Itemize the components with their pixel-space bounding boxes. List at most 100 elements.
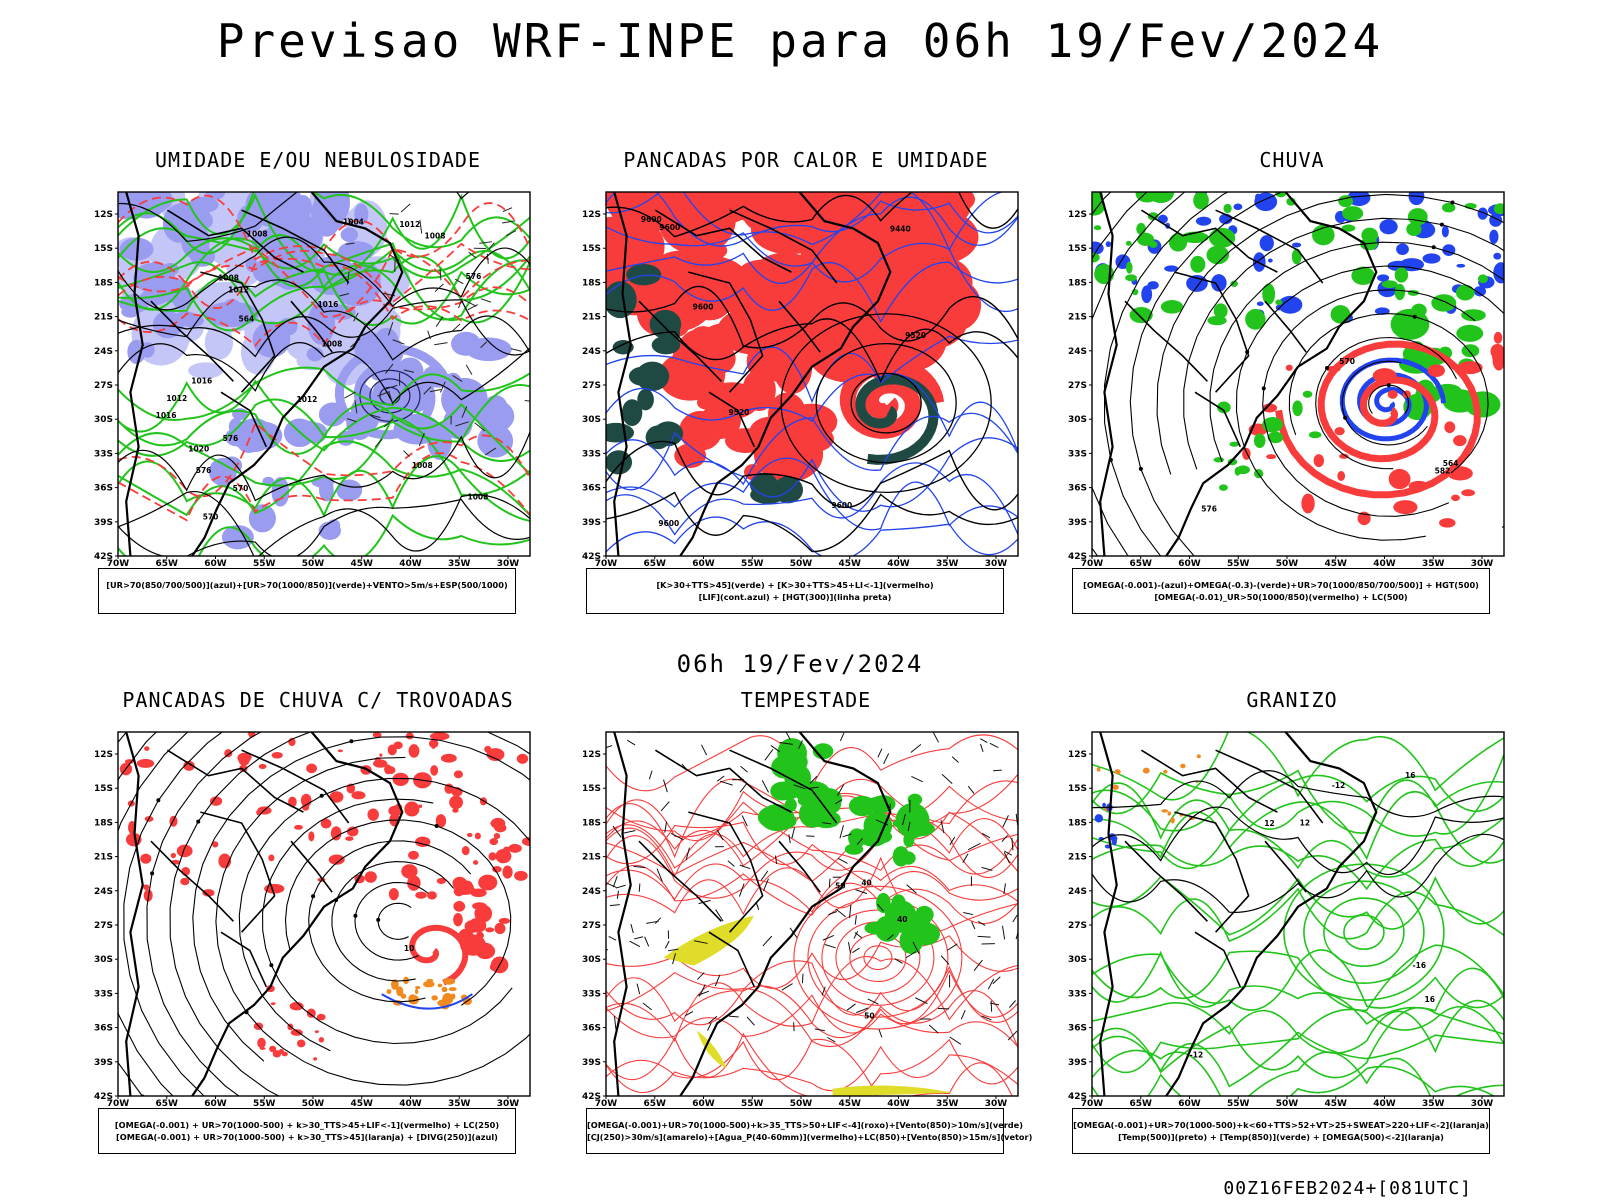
lat-tick-label: 39S: [94, 518, 113, 528]
contour-line: [606, 1032, 1018, 1096]
panel-title: CHUVA: [1259, 148, 1325, 172]
wind-vector: [1001, 834, 1008, 843]
field-patch: [626, 263, 662, 286]
field-patch: [351, 791, 366, 800]
valid-time-label: 06h 19/Fev/2024: [676, 650, 924, 678]
contour-line: [118, 498, 530, 556]
wind-vector: [339, 293, 350, 297]
wind-vector: [739, 864, 751, 870]
legend-line: [OMEGA(-0.001)-(azul)+OMEGA(-0.3)-(verde…: [1083, 580, 1479, 590]
field-patch: [1337, 471, 1346, 482]
legend-line: [OMEGA(-0.001) + UR>70(1000-500) + k>30_…: [114, 1120, 500, 1130]
field-patch: [176, 844, 193, 858]
wind-vector: [821, 986, 826, 996]
lon-tick-label: 50W: [790, 1099, 813, 1109]
field-patch: [1347, 192, 1371, 206]
field-patch: [876, 892, 891, 914]
isobar-ring: [780, 313, 992, 494]
field-patch: [490, 821, 495, 825]
contour-line: [606, 863, 1018, 913]
wind-vector: [612, 875, 618, 888]
field-patch: [1447, 466, 1473, 481]
panel-tempestade: TEMPESTADE 50 50 40 40 12S 15S 18S 21S 24S 27S 30S…: [566, 688, 1046, 1178]
panel-title: UMIDADE E/OU NEBULOSIDADE: [154, 148, 482, 172]
contour-line: [606, 864, 1018, 925]
field-patch: [1313, 454, 1325, 468]
field-patch: [188, 362, 224, 379]
lon-tick-label: 40W: [1373, 1099, 1396, 1109]
page-title: Previsao WRF-INPE para 06h 19/Fev/2024: [216, 14, 1384, 68]
contour-value-label: 9600: [693, 302, 714, 311]
map-plot: 582 576 570 564 12S 15S 18S 21S 24S 27S 30S 33S 36S 3…: [1068, 191, 1505, 569]
isobar-ring: [863, 945, 893, 971]
coastline: [1099, 192, 1118, 556]
wind-vector: [633, 865, 646, 869]
wind-vector: [877, 903, 884, 912]
field-patch: [346, 826, 359, 837]
field-patch: [1209, 227, 1236, 248]
field-patch: [437, 983, 443, 988]
panel-title: GRANIZO: [1246, 688, 1338, 712]
field-patch: [1160, 300, 1184, 314]
field-patch: [408, 850, 419, 860]
field-patch: [392, 772, 409, 786]
streamline-arrow: [99, 937, 103, 941]
lat-tick-label: 27S: [582, 381, 601, 391]
field-patch: [746, 344, 775, 379]
legend-box: [OMEGA(-0.001)-(azul)+OMEGA(-0.3)-(verde…: [1072, 568, 1490, 614]
wind-vector: [883, 753, 890, 765]
field-patch: [1374, 307, 1390, 315]
wind-vector: [915, 997, 928, 1005]
contour-line: [606, 196, 1018, 267]
contour-line: [606, 821, 1018, 901]
field-patch: [121, 306, 140, 318]
field-patch: [393, 741, 403, 750]
lon-tick-label: 55W: [1227, 559, 1250, 569]
field-patch: [874, 915, 900, 942]
wind-vector: [977, 935, 991, 938]
contour-line: [606, 994, 1018, 1048]
contour-value-label: 40: [861, 879, 871, 888]
wind-vector: [685, 847, 690, 861]
wind-vector: [648, 770, 653, 780]
state-border: [708, 931, 756, 988]
state-border: [290, 300, 333, 353]
streamline-arrow: [156, 798, 161, 803]
lat-tick-label: 42S: [1068, 552, 1087, 562]
contour-line: [118, 490, 530, 556]
lat-tick-label: 24S: [94, 887, 113, 897]
field-patch: [495, 848, 512, 864]
field-patch: [328, 854, 345, 865]
field-patch: [329, 791, 344, 803]
state-border: [290, 840, 333, 893]
contour-value-label: 1016: [156, 411, 177, 420]
wind-vector: [392, 339, 405, 345]
wind-vector: [911, 776, 923, 783]
wind-vector: [849, 904, 852, 919]
wind-vector: [383, 418, 394, 428]
contour-line: [606, 818, 1018, 899]
field-patch: [345, 836, 354, 841]
wind-vector: [464, 299, 477, 307]
field-patch: [1477, 207, 1488, 220]
lon-tick-label: 45W: [839, 1099, 862, 1109]
field-patch: [461, 845, 470, 856]
wind-vector: [989, 742, 999, 748]
contour-line: [606, 261, 1018, 324]
field-patch: [1292, 400, 1303, 417]
field-patch: [404, 801, 420, 817]
contour-line: [1092, 1049, 1504, 1096]
wind-vector: [435, 316, 444, 327]
wind-vector: [746, 1016, 755, 1026]
field-patch: [119, 237, 154, 261]
field-patch: [170, 852, 177, 859]
field-patch: [1230, 280, 1239, 287]
field-patch: [127, 339, 146, 364]
state-border: [638, 840, 722, 922]
wind-vector: [967, 842, 981, 851]
wind-vector: [949, 836, 956, 846]
contour-value-label: -12: [1190, 1050, 1204, 1059]
field-patch: [893, 899, 908, 914]
cyclone-spiral: [1275, 340, 1481, 499]
wind-vector: [762, 878, 769, 892]
